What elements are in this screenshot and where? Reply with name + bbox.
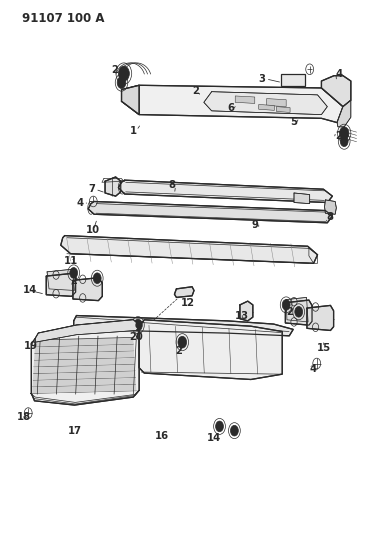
Polygon shape: [73, 278, 102, 301]
Text: 17: 17: [67, 426, 82, 435]
Circle shape: [136, 322, 140, 328]
Polygon shape: [294, 193, 310, 204]
Polygon shape: [337, 100, 351, 127]
Text: 2: 2: [335, 131, 342, 141]
Circle shape: [178, 336, 187, 348]
Polygon shape: [35, 338, 134, 347]
Circle shape: [282, 300, 290, 310]
Text: 2: 2: [192, 86, 199, 95]
Polygon shape: [139, 320, 282, 379]
Circle shape: [180, 340, 184, 345]
Polygon shape: [61, 236, 318, 263]
Circle shape: [340, 136, 348, 147]
Circle shape: [120, 80, 123, 85]
Polygon shape: [286, 297, 308, 322]
Polygon shape: [105, 177, 121, 196]
Polygon shape: [33, 365, 135, 373]
Text: 15: 15: [317, 343, 331, 352]
Polygon shape: [235, 96, 255, 103]
Circle shape: [72, 271, 75, 276]
Polygon shape: [259, 104, 274, 110]
Text: 2: 2: [112, 66, 119, 75]
Circle shape: [216, 421, 223, 432]
Polygon shape: [174, 287, 194, 297]
Text: 6: 6: [227, 103, 234, 112]
Circle shape: [232, 429, 236, 433]
Text: 8: 8: [326, 213, 333, 222]
Circle shape: [295, 306, 303, 317]
Text: 13: 13: [235, 311, 249, 320]
Text: 18: 18: [16, 412, 31, 422]
Text: 9: 9: [252, 220, 259, 230]
Text: 3: 3: [259, 74, 266, 84]
Text: 14: 14: [207, 433, 221, 443]
Circle shape: [284, 303, 288, 307]
Text: 8: 8: [169, 181, 176, 190]
Text: 10: 10: [86, 225, 100, 235]
Circle shape: [297, 309, 300, 314]
Text: 1: 1: [129, 126, 136, 135]
Polygon shape: [32, 385, 136, 393]
Text: 7: 7: [88, 184, 95, 194]
Text: 4: 4: [310, 364, 317, 374]
Polygon shape: [35, 320, 139, 342]
Text: 4: 4: [76, 198, 83, 207]
Circle shape: [117, 77, 126, 88]
Circle shape: [342, 131, 346, 136]
Text: 12: 12: [180, 298, 194, 308]
Polygon shape: [33, 378, 136, 387]
Polygon shape: [122, 85, 139, 115]
Polygon shape: [321, 76, 351, 107]
Circle shape: [95, 276, 99, 280]
Polygon shape: [34, 358, 135, 367]
Circle shape: [230, 425, 238, 436]
Polygon shape: [88, 201, 332, 223]
Polygon shape: [204, 92, 327, 115]
Circle shape: [118, 66, 129, 81]
Text: 2: 2: [71, 277, 78, 286]
Circle shape: [122, 70, 126, 77]
Polygon shape: [47, 269, 74, 290]
Polygon shape: [34, 351, 134, 360]
Text: 20: 20: [129, 332, 143, 342]
Polygon shape: [276, 107, 290, 112]
Text: 91107 100 A: 91107 100 A: [22, 12, 104, 25]
Circle shape: [339, 127, 349, 140]
Polygon shape: [325, 200, 336, 214]
Polygon shape: [285, 300, 312, 325]
Text: 2: 2: [286, 307, 293, 317]
Polygon shape: [240, 301, 253, 321]
Text: 5: 5: [290, 117, 297, 126]
Polygon shape: [118, 180, 332, 203]
Text: 19: 19: [24, 342, 38, 351]
Circle shape: [218, 424, 221, 429]
Polygon shape: [267, 99, 286, 107]
Polygon shape: [31, 320, 139, 405]
Text: 16: 16: [155, 431, 169, 441]
Text: 14: 14: [23, 286, 37, 295]
Circle shape: [70, 268, 78, 278]
Circle shape: [134, 319, 142, 331]
Text: 2: 2: [176, 346, 183, 356]
Polygon shape: [46, 273, 76, 296]
Polygon shape: [281, 74, 305, 86]
Text: 4: 4: [336, 69, 343, 78]
Text: 11: 11: [64, 256, 78, 266]
Circle shape: [342, 139, 346, 144]
Circle shape: [93, 273, 101, 284]
Polygon shape: [122, 85, 343, 123]
Polygon shape: [34, 345, 134, 353]
Polygon shape: [307, 305, 334, 330]
Polygon shape: [74, 316, 293, 336]
Polygon shape: [33, 371, 136, 380]
